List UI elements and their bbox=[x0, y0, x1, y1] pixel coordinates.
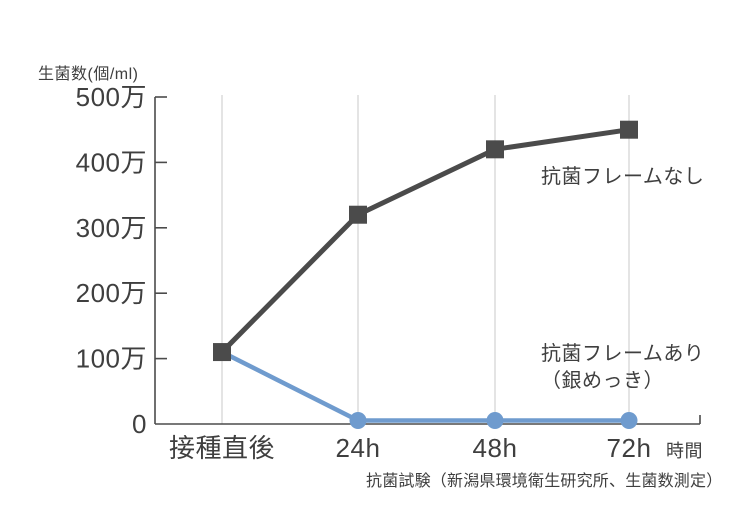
footnote-caption: 抗菌試験（新潟県環境衛生研究所、生菌数測定） bbox=[366, 473, 723, 490]
series-label-with-frame-line2: （銀めっき） bbox=[541, 370, 664, 392]
data-point-circle bbox=[486, 412, 504, 429]
y-tick-label: 0 bbox=[132, 409, 147, 439]
series-label-with-frame-line1: 抗菌フレームあり bbox=[541, 343, 705, 365]
y-tick-label: 400万 bbox=[76, 147, 147, 177]
data-point-square bbox=[213, 343, 231, 362]
series-line bbox=[219, 127, 632, 355]
data-point-square bbox=[620, 120, 638, 139]
x-axis-unit-label: 時間 bbox=[666, 441, 703, 461]
series-label-no-frame: 抗菌フレームなし bbox=[541, 166, 705, 188]
y-axis-title: 生菌数(個/ml) bbox=[38, 66, 139, 83]
y-tick-label: 300万 bbox=[76, 213, 147, 243]
y-tick-label: 100万 bbox=[76, 344, 147, 374]
data-point-circle bbox=[349, 412, 367, 429]
data-point-square bbox=[486, 140, 504, 159]
y-tick-label: 500万 bbox=[76, 82, 147, 112]
series-label-with-frame: 抗菌フレームあり （銀めっき） bbox=[541, 341, 704, 395]
x-tick-label: 72h bbox=[607, 433, 652, 463]
x-tick-label: 接種直後 bbox=[169, 433, 275, 463]
x-tick-label: 24h bbox=[336, 433, 381, 463]
x-tick-label: 48h bbox=[473, 433, 518, 463]
data-point-circle bbox=[620, 412, 638, 429]
series-line bbox=[219, 349, 632, 423]
y-tick-label: 200万 bbox=[76, 278, 147, 308]
data-point-square bbox=[349, 205, 367, 224]
